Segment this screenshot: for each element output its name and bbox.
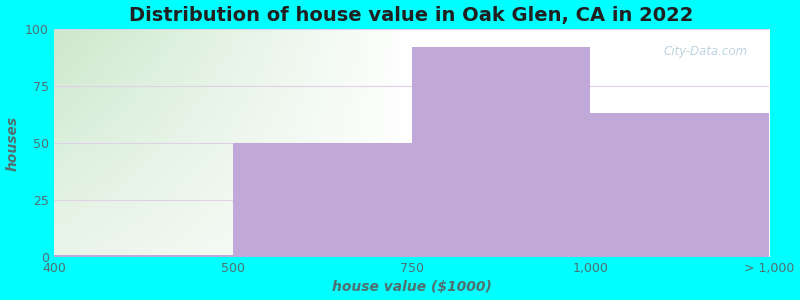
- X-axis label: house value ($1000): house value ($1000): [332, 280, 491, 294]
- Text: City-Data.com: City-Data.com: [664, 45, 748, 58]
- Title: Distribution of house value in Oak Glen, CA in 2022: Distribution of house value in Oak Glen,…: [130, 6, 694, 25]
- Bar: [54, 255, 233, 257]
- Bar: [411, 47, 590, 257]
- Bar: [233, 143, 411, 257]
- Bar: [590, 113, 770, 257]
- Y-axis label: houses: houses: [6, 116, 19, 170]
